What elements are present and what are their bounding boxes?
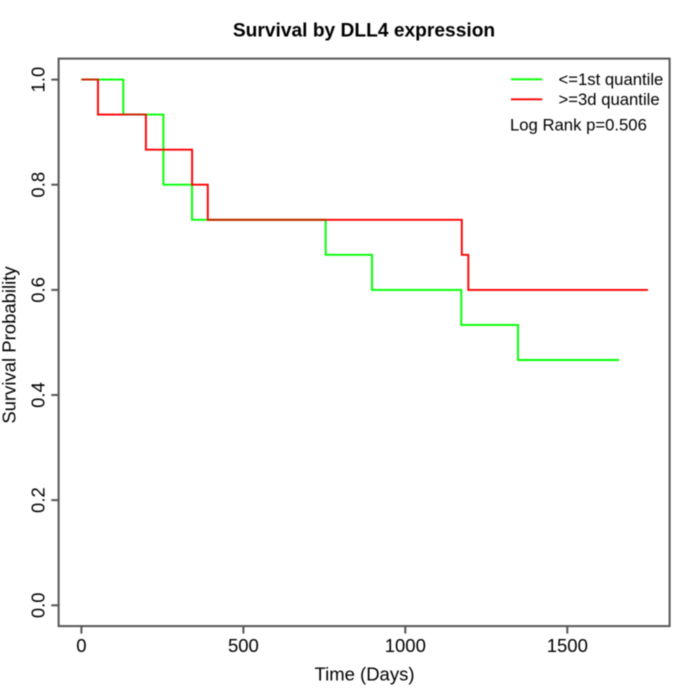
svg-text:1000: 1000 [385,635,426,656]
svg-text:500: 500 [228,635,259,656]
svg-text:Log Rank p=0.506: Log Rank p=0.506 [510,116,647,135]
svg-text:1500: 1500 [547,635,588,656]
svg-text:0.6: 0.6 [28,277,49,303]
svg-text:0.2: 0.2 [28,487,49,513]
svg-text:>=3d quantile: >=3d quantile [559,90,660,109]
svg-text:<=1st quantile: <=1st quantile [559,70,664,89]
svg-text:0: 0 [76,635,86,656]
svg-text:Survival by DLL4 expression: Survival by DLL4 expression [233,20,495,41]
svg-text:0.4: 0.4 [28,382,49,408]
svg-text:1.0: 1.0 [28,67,49,93]
svg-text:0.8: 0.8 [28,172,49,198]
svg-text:0.0: 0.0 [28,592,49,618]
svg-text:Survival Probability: Survival Probability [0,266,20,424]
svg-text:Time (Days): Time (Days) [314,664,414,685]
